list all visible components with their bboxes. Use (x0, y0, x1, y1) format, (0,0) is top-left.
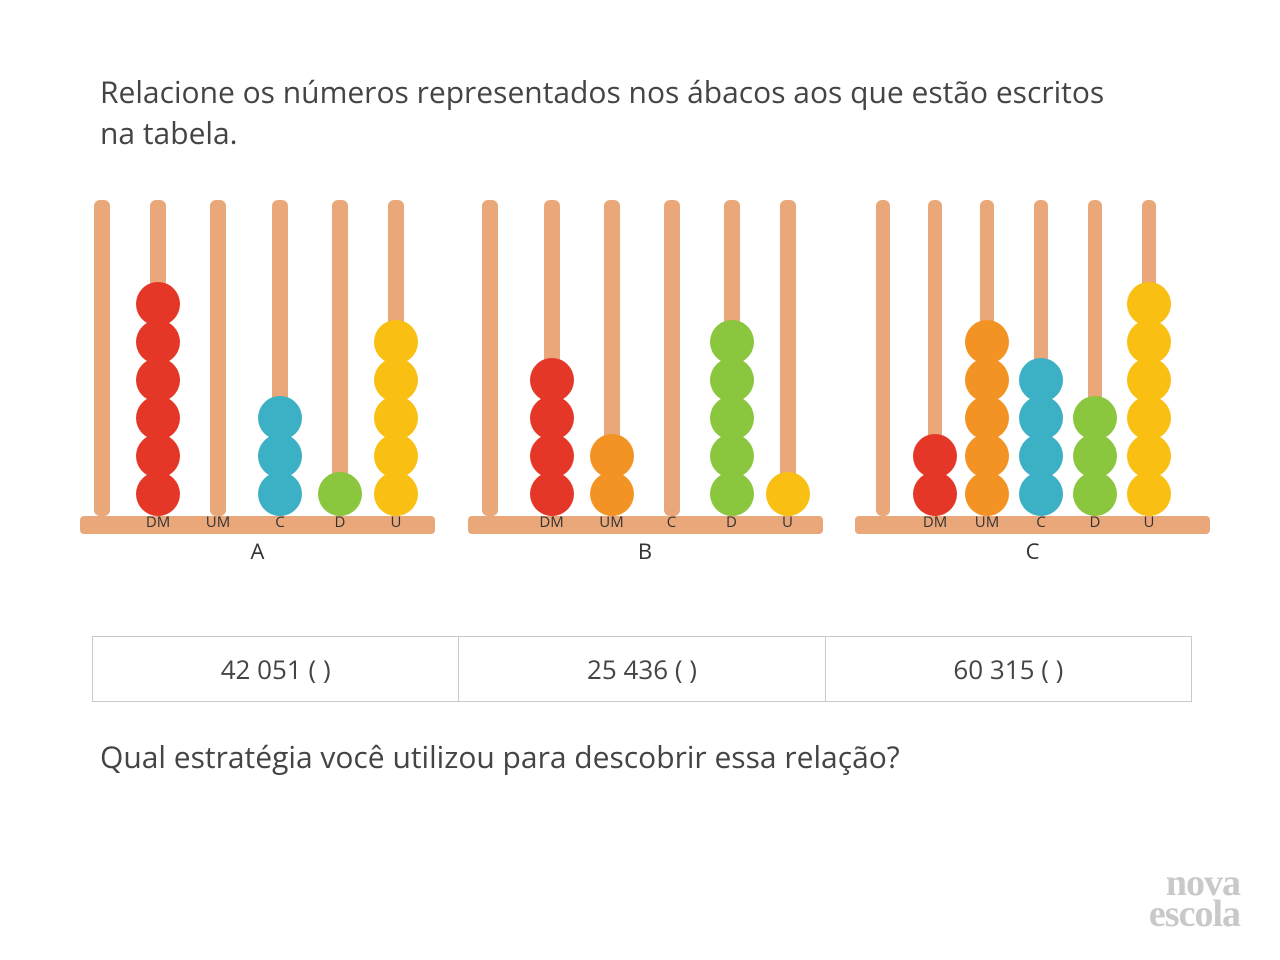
bead (590, 472, 634, 516)
bead-stack (374, 320, 418, 516)
abacus: DMUMCDUB (468, 200, 823, 560)
abacus-rod (482, 200, 498, 516)
abacus-base (80, 516, 435, 534)
page: Relacione os números representados nos á… (0, 0, 1280, 960)
bead-stack (318, 472, 362, 516)
bead (374, 472, 418, 516)
abacus-rod (332, 200, 348, 516)
nova-escola-logo: nova escola (1149, 868, 1240, 930)
rod-label: UM (206, 512, 230, 532)
bead-stack (136, 282, 180, 516)
answer-table: 42 051 ( ) 25 436 ( ) 60 315 ( ) (92, 636, 1192, 702)
abacus-rod (780, 200, 796, 516)
logo-line2: escola (1149, 899, 1240, 930)
bead (1127, 472, 1171, 516)
abacus: DMUMCDUA (80, 200, 435, 560)
abacus-rod (876, 200, 890, 516)
bead (766, 472, 810, 516)
strategy-question: Qual estratégia você utilizou para desco… (100, 736, 1140, 777)
answer-table-row: 42 051 ( ) 25 436 ( ) 60 315 ( ) (93, 637, 1192, 702)
abacus-letter: C (1026, 536, 1040, 566)
abacus-rod (210, 200, 226, 516)
bead (965, 472, 1009, 516)
bead-stack (530, 358, 574, 516)
rod-label: C (667, 512, 676, 532)
answer-cell: 25 436 ( ) (459, 637, 825, 702)
abacus-base (855, 516, 1210, 534)
abacus-row: DMUMCDUADMUMCDUBDMUMCDUC (80, 200, 1210, 580)
abacus: DMUMCDUC (855, 200, 1210, 560)
bead (1073, 472, 1117, 516)
bead (318, 472, 362, 516)
bead-stack (258, 396, 302, 516)
bead-stack (590, 434, 634, 516)
bead-stack (1019, 358, 1063, 516)
bead-stack (1073, 396, 1117, 516)
bead (258, 472, 302, 516)
bead-stack (710, 320, 754, 516)
bead (710, 472, 754, 516)
abacus-rod (94, 200, 110, 516)
abacus-rod (664, 200, 680, 516)
bead (136, 472, 180, 516)
bead-stack (965, 320, 1009, 516)
bead-stack (1127, 282, 1171, 516)
bead (913, 472, 957, 516)
abacus-letter: B (638, 536, 652, 566)
bead (530, 472, 574, 516)
answer-cell: 42 051 ( ) (93, 637, 459, 702)
bead-stack (913, 434, 957, 516)
bead-stack (766, 472, 810, 516)
instruction-text: Relacione os números representados nos á… (100, 72, 1140, 153)
bead (1019, 472, 1063, 516)
abacus-base (468, 516, 823, 534)
abacus-letter: A (251, 536, 265, 566)
answer-cell: 60 315 ( ) (825, 637, 1191, 702)
